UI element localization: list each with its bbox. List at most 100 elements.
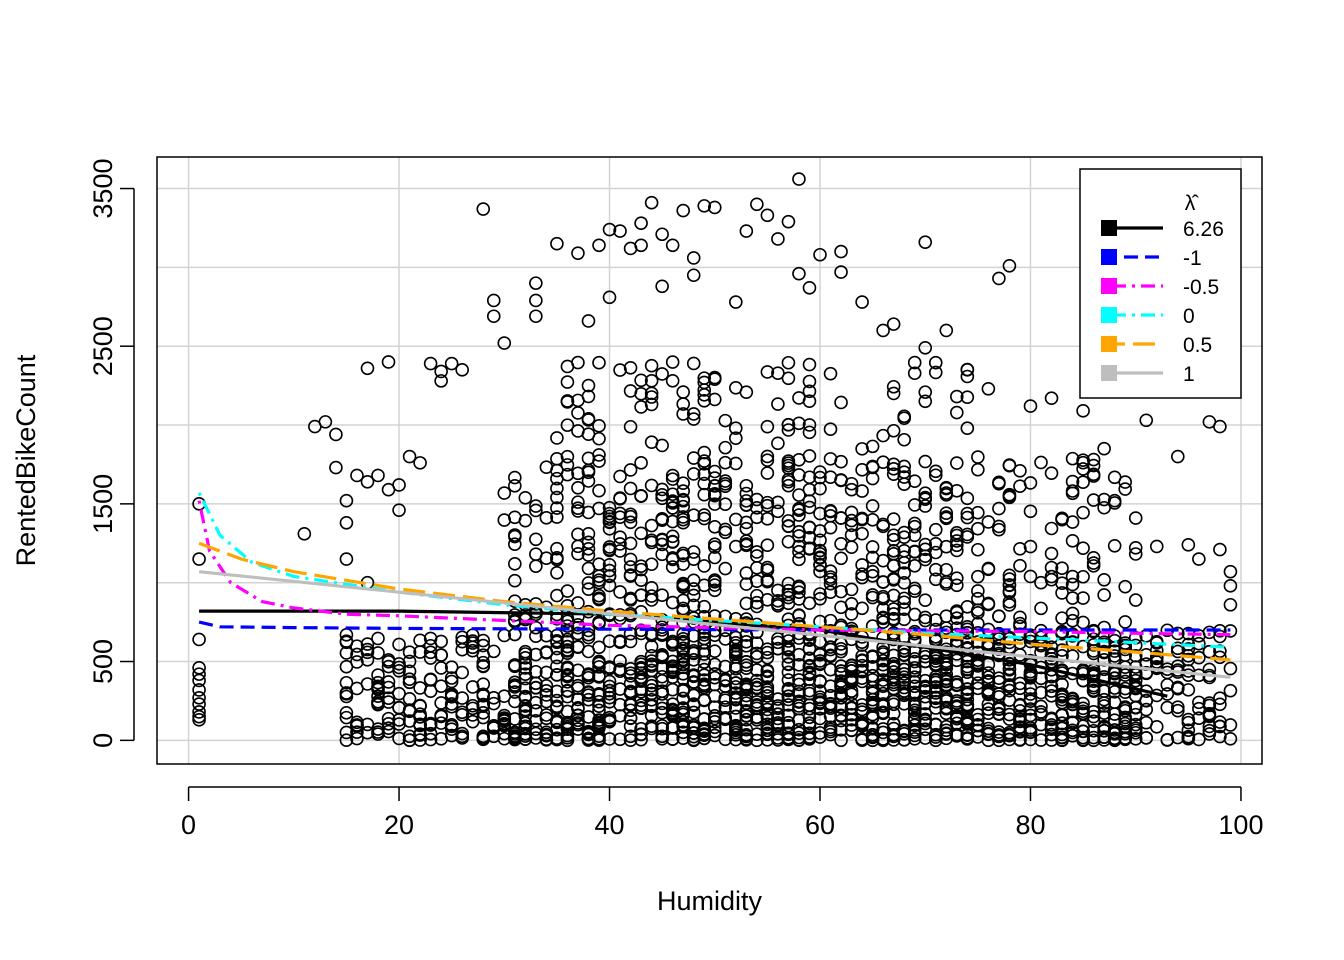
data-point bbox=[581, 314, 596, 328]
data-point bbox=[192, 673, 206, 688]
data-point bbox=[1034, 601, 1048, 616]
data-point bbox=[844, 476, 859, 491]
data-point bbox=[834, 733, 848, 748]
data-point bbox=[1171, 449, 1185, 464]
data-point bbox=[834, 511, 848, 525]
data-point bbox=[1023, 723, 1038, 737]
data-point bbox=[550, 510, 564, 524]
y-tick-label: 500 bbox=[88, 639, 118, 684]
data-point bbox=[939, 539, 954, 554]
data-point bbox=[813, 551, 827, 565]
data-point bbox=[886, 317, 901, 331]
data-point bbox=[623, 733, 638, 747]
data-point bbox=[865, 499, 880, 513]
data-point bbox=[792, 503, 806, 518]
data-point bbox=[676, 492, 690, 507]
data-point bbox=[1171, 730, 1185, 745]
data-point bbox=[707, 573, 722, 587]
data-point bbox=[623, 419, 638, 434]
data-point bbox=[560, 639, 575, 654]
data-point bbox=[444, 697, 459, 711]
data-point bbox=[581, 576, 596, 590]
data-point bbox=[1223, 579, 1238, 593]
data-point bbox=[1086, 714, 1101, 729]
data-point bbox=[497, 486, 512, 500]
data-point bbox=[823, 422, 838, 437]
data-point bbox=[844, 482, 859, 497]
data-point bbox=[1023, 399, 1038, 413]
data-point bbox=[686, 407, 701, 421]
data-point bbox=[665, 595, 680, 610]
data-point bbox=[508, 537, 522, 552]
data-point bbox=[707, 670, 722, 685]
data-point bbox=[676, 691, 690, 706]
data-point bbox=[760, 727, 775, 742]
data-point bbox=[813, 614, 827, 629]
data-point bbox=[1213, 715, 1227, 729]
data-point bbox=[950, 456, 964, 470]
data-point bbox=[413, 707, 427, 722]
data-point bbox=[1118, 475, 1132, 489]
data-point bbox=[581, 561, 596, 576]
data-point bbox=[455, 665, 469, 680]
data-point bbox=[1118, 719, 1132, 734]
data-point bbox=[928, 673, 943, 688]
data-point bbox=[676, 397, 690, 411]
legend-label: 6.26 bbox=[1183, 218, 1224, 241]
data-point bbox=[971, 462, 985, 477]
data-point bbox=[1013, 610, 1027, 625]
data-point bbox=[1065, 613, 1080, 628]
data-point bbox=[1044, 679, 1059, 694]
data-point bbox=[781, 423, 796, 437]
data-point bbox=[1139, 413, 1154, 428]
data-point bbox=[781, 642, 796, 657]
data-point bbox=[950, 538, 964, 553]
data-point bbox=[529, 559, 543, 573]
data-point bbox=[760, 365, 775, 379]
data-point bbox=[581, 413, 596, 427]
data-point bbox=[550, 431, 564, 445]
data-point bbox=[1171, 700, 1185, 714]
data-point bbox=[634, 456, 648, 470]
data-point bbox=[1013, 558, 1027, 573]
data-point bbox=[1202, 644, 1217, 659]
data-point bbox=[729, 709, 743, 724]
data-point bbox=[971, 542, 985, 557]
data-point bbox=[486, 309, 501, 324]
data-point bbox=[1128, 673, 1143, 688]
data-point bbox=[1034, 685, 1048, 700]
data-point bbox=[981, 515, 996, 529]
data-point bbox=[897, 676, 911, 691]
data-point bbox=[455, 363, 469, 377]
data-point bbox=[613, 537, 627, 551]
data-point bbox=[802, 659, 817, 674]
data-point bbox=[539, 688, 554, 702]
data-point bbox=[781, 673, 796, 687]
data-point bbox=[707, 520, 722, 534]
data-point bbox=[897, 432, 911, 447]
data-point bbox=[897, 595, 911, 610]
data-point bbox=[928, 701, 943, 715]
data-point bbox=[813, 711, 827, 726]
data-point bbox=[960, 363, 975, 377]
data-point bbox=[1013, 464, 1027, 478]
data-point bbox=[718, 679, 733, 693]
data-point bbox=[613, 469, 627, 484]
data-point bbox=[918, 486, 933, 500]
data-point bbox=[476, 655, 491, 670]
data-point bbox=[560, 359, 575, 374]
data-point bbox=[960, 665, 975, 679]
data-point bbox=[1055, 730, 1069, 745]
data-point bbox=[623, 552, 638, 567]
data-point bbox=[655, 367, 669, 381]
data-point bbox=[1076, 404, 1090, 418]
data-point bbox=[729, 421, 743, 435]
data-point bbox=[508, 470, 522, 485]
data-point bbox=[676, 660, 690, 675]
data-point bbox=[939, 480, 954, 495]
data-point bbox=[855, 463, 869, 477]
data-point bbox=[539, 694, 554, 709]
data-point bbox=[1044, 521, 1059, 536]
data-point bbox=[465, 714, 480, 729]
data-point bbox=[750, 549, 764, 563]
